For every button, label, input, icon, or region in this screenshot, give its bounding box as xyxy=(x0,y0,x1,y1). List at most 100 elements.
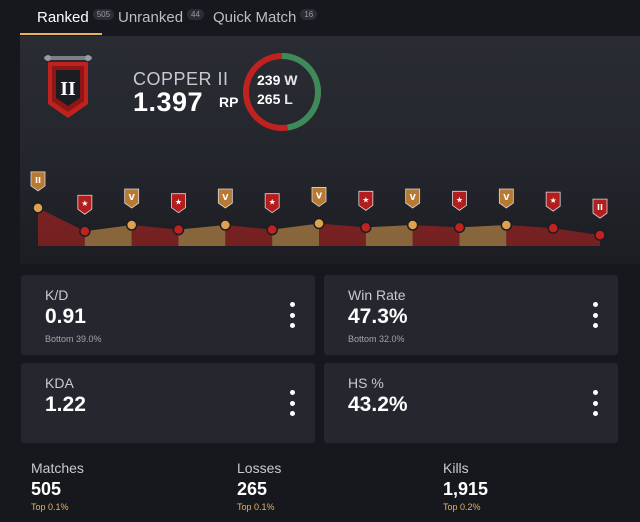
history-segment xyxy=(506,225,554,246)
history-segment xyxy=(272,223,319,246)
losses-label: L xyxy=(284,91,293,107)
history-dot xyxy=(406,219,419,231)
history-dot xyxy=(360,221,372,234)
rank-points: 1.397 xyxy=(133,87,204,117)
stat-card-sub: Bottom 39.0% xyxy=(45,334,102,344)
history-rank-label: V xyxy=(129,193,136,202)
history-point: ★ xyxy=(358,190,374,234)
history-point: ★ xyxy=(452,190,467,234)
bottom-stat-sub: Top 0.1% xyxy=(237,502,275,512)
stat-card-sub: Bottom 32.0% xyxy=(348,334,405,344)
bottom-stat-losses: Losses 265 Top 0.1% xyxy=(237,460,281,512)
copper-rank-icon: II xyxy=(44,55,92,118)
rank-points-unit: RP xyxy=(219,94,239,110)
history-dot xyxy=(453,221,466,234)
history-rank-icon xyxy=(358,190,374,211)
history-rank-icon xyxy=(592,198,608,219)
history-dot xyxy=(594,229,606,241)
tab-ranked[interactable]: Ranked 505 xyxy=(37,5,115,29)
history-point: II xyxy=(30,171,46,214)
bottom-stat-matches: Matches 505 Top 0.1% xyxy=(31,460,84,512)
history-rank-icon xyxy=(311,187,327,207)
history-rank-icon xyxy=(405,188,421,209)
stat-card-hs: HS % 43.2% xyxy=(324,363,618,443)
history-dot xyxy=(125,219,138,231)
more-options-icon[interactable] xyxy=(287,302,297,328)
history-point: ★ xyxy=(171,193,186,236)
stat-card-value: 43.2% xyxy=(348,393,408,416)
history-point: V xyxy=(124,188,140,231)
history-rank-label: V xyxy=(503,193,510,202)
win-loss-text: 239 W 265 L xyxy=(257,71,297,109)
history-rank-icon xyxy=(452,190,467,211)
history-rank-label: V xyxy=(222,193,229,202)
bottom-stat-label: Kills xyxy=(443,460,469,476)
history-point: II xyxy=(592,198,608,241)
history-dot xyxy=(79,225,91,237)
history-rank-icon xyxy=(30,171,46,192)
history-rank-label: V xyxy=(316,191,323,200)
history-dot xyxy=(313,217,325,230)
tab-unranked[interactable]: Unranked 44 xyxy=(118,5,204,29)
bottom-stat-value: 1,915 xyxy=(443,479,489,499)
rank-badge-numeral: II xyxy=(60,78,76,100)
history-dot xyxy=(32,202,44,214)
rank-panel: II COPPER II 1.397 RP 239 W 265 L II ★ V ★ V… xyxy=(20,36,640,264)
rank-name: COPPER II xyxy=(133,69,229,89)
history-segment xyxy=(225,225,273,246)
history-rank-label: ★ xyxy=(175,198,182,207)
stat-card-value: 0.91 xyxy=(45,305,86,328)
history-dot xyxy=(172,223,185,236)
bottom-stat-value: 505 xyxy=(31,479,62,499)
history-rank-icon xyxy=(217,188,233,209)
history-rank-label: ★ xyxy=(81,199,88,208)
history-point: V xyxy=(217,188,233,231)
history-rank-label: ★ xyxy=(362,195,369,204)
history-rank-label: ★ xyxy=(550,196,557,205)
more-options-icon[interactable] xyxy=(287,390,297,416)
history-rank-icon xyxy=(545,191,561,212)
history-rank-label: II xyxy=(597,203,603,212)
history-rank-icon xyxy=(498,188,514,209)
stat-card-kd: K/D 0.91 Bottom 39.0% xyxy=(21,275,315,355)
history-segment xyxy=(84,225,132,246)
history-rank-icon xyxy=(264,193,280,214)
history-point: ★ xyxy=(545,191,561,234)
stat-card-label: KDA xyxy=(45,375,74,391)
stat-card-label: K/D xyxy=(45,287,69,303)
history-dot xyxy=(266,223,278,236)
mode-tabs: Ranked 505 Unranked 44 Quick Match 16 xyxy=(0,0,640,36)
history-rank-label: ★ xyxy=(269,198,276,207)
stat-card-win-rate: Win Rate 47.3% Bottom 32.0% xyxy=(324,275,618,355)
history-segment xyxy=(459,225,507,246)
tab-quick-match-count: 16 xyxy=(300,8,318,20)
more-options-icon[interactable] xyxy=(590,302,600,328)
wins-label: W xyxy=(284,72,298,88)
history-point: V xyxy=(311,187,327,230)
history-rank-icon xyxy=(171,193,186,214)
bottom-stat-kills: Kills 1,915 Top 0.2% xyxy=(443,460,488,512)
stat-card-value: 47.3% xyxy=(348,305,408,328)
bottom-stat-label: Matches xyxy=(31,460,84,476)
history-point: V xyxy=(405,188,421,231)
win-loss-ring xyxy=(243,53,321,131)
stat-card-label: Win Rate xyxy=(348,287,406,303)
history-dot xyxy=(219,219,232,231)
stat-card-label: HS % xyxy=(348,375,384,391)
bottom-stat-value: 265 xyxy=(237,479,268,499)
tab-quick-match-label: Quick Match xyxy=(213,8,297,26)
tab-unranked-label: Unranked xyxy=(118,8,184,26)
history-rank-label: V xyxy=(410,193,417,202)
history-segment xyxy=(178,225,226,246)
bottom-stat-label: Losses xyxy=(237,460,282,476)
history-point: V xyxy=(498,188,514,231)
losses-count: 265 xyxy=(257,91,281,107)
history-rank-icon xyxy=(77,194,93,215)
tab-quick-match[interactable]: Quick Match 16 xyxy=(213,5,318,29)
history-segment xyxy=(365,225,413,246)
history-segment xyxy=(553,228,600,246)
history-rank-icon xyxy=(124,188,140,209)
history-segment xyxy=(38,207,85,246)
history-dot xyxy=(500,219,513,231)
more-options-icon[interactable] xyxy=(590,390,600,416)
